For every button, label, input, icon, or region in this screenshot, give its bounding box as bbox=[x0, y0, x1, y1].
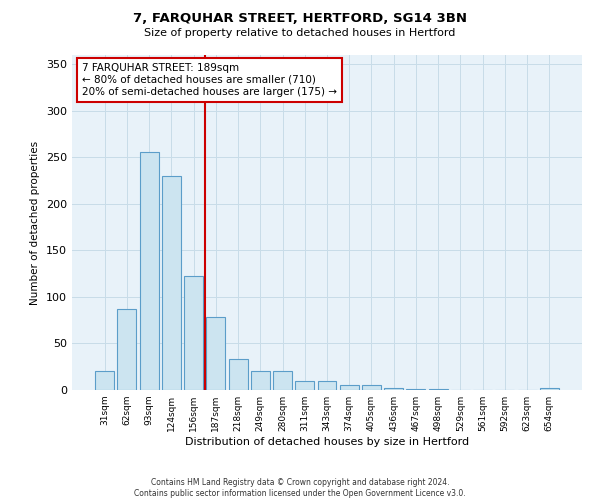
Bar bbox=[251, 372, 270, 390]
Bar bbox=[229, 360, 248, 390]
Bar bbox=[162, 176, 181, 390]
Bar bbox=[406, 389, 425, 390]
Bar bbox=[206, 318, 225, 390]
Bar bbox=[184, 276, 203, 390]
Text: Size of property relative to detached houses in Hertford: Size of property relative to detached ho… bbox=[145, 28, 455, 38]
Bar bbox=[384, 388, 403, 390]
Bar bbox=[317, 380, 337, 390]
Bar bbox=[429, 389, 448, 390]
Bar bbox=[95, 372, 114, 390]
Bar bbox=[140, 152, 158, 390]
Bar bbox=[340, 386, 359, 390]
Bar bbox=[362, 386, 381, 390]
Bar bbox=[273, 372, 292, 390]
Bar bbox=[118, 309, 136, 390]
Bar bbox=[540, 388, 559, 390]
X-axis label: Distribution of detached houses by size in Hertford: Distribution of detached houses by size … bbox=[185, 437, 469, 447]
Text: 7, FARQUHAR STREET, HERTFORD, SG14 3BN: 7, FARQUHAR STREET, HERTFORD, SG14 3BN bbox=[133, 12, 467, 26]
Y-axis label: Number of detached properties: Number of detached properties bbox=[31, 140, 40, 304]
Bar bbox=[295, 380, 314, 390]
Text: Contains HM Land Registry data © Crown copyright and database right 2024.
Contai: Contains HM Land Registry data © Crown c… bbox=[134, 478, 466, 498]
Text: 7 FARQUHAR STREET: 189sqm
← 80% of detached houses are smaller (710)
20% of semi: 7 FARQUHAR STREET: 189sqm ← 80% of detac… bbox=[82, 64, 337, 96]
